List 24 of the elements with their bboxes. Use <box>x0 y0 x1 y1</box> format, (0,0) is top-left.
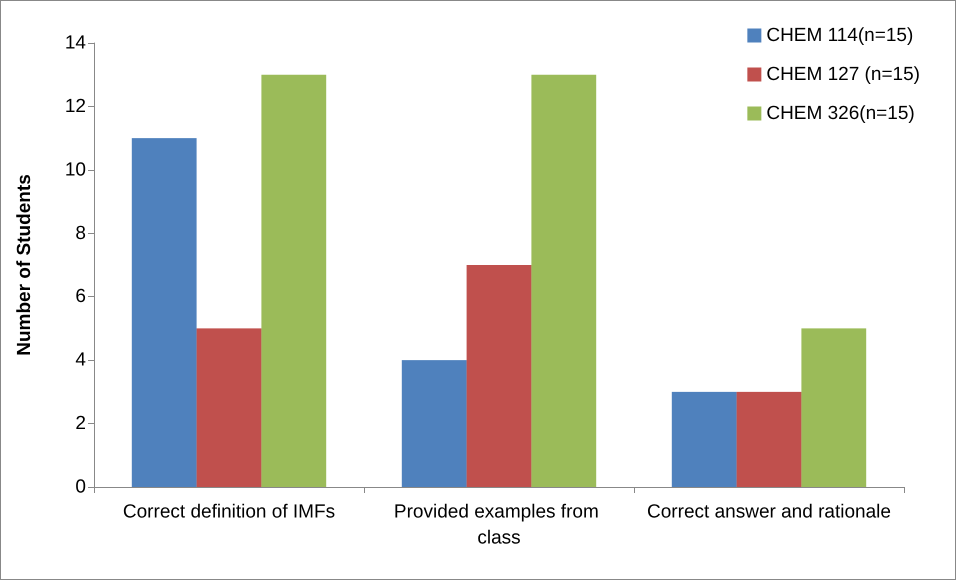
x-tick-label: Correct answer and rationale <box>647 502 891 522</box>
x-tick-label: Provided examples from class <box>394 502 604 548</box>
bar <box>801 328 866 487</box>
y-tick-label: 2 <box>75 413 86 434</box>
legend-label: CHEM 114(n=15) <box>766 25 914 46</box>
y-tick-label: 0 <box>75 476 86 498</box>
y-tick-label: 12 <box>64 96 86 117</box>
y-tick-label: 8 <box>75 222 86 244</box>
y-tick-label: 14 <box>64 32 86 54</box>
bar <box>531 74 596 487</box>
y-tick-label: 6 <box>75 286 86 308</box>
bar <box>466 265 532 487</box>
bar <box>736 392 802 487</box>
bar <box>402 360 467 487</box>
bar <box>261 74 326 487</box>
y-axis-title: Number of Students <box>14 174 35 356</box>
bar <box>132 138 197 487</box>
legend-label: CHEM 127 (n=15) <box>766 64 920 85</box>
y-tick-label: 4 <box>75 350 86 371</box>
bar <box>196 328 262 487</box>
bar <box>672 392 737 487</box>
legend-label: CHEM 326(n=15) <box>766 103 915 124</box>
x-tick-label: Correct definition of IMFs <box>122 502 336 522</box>
y-tick-label: 10 <box>64 159 86 180</box>
